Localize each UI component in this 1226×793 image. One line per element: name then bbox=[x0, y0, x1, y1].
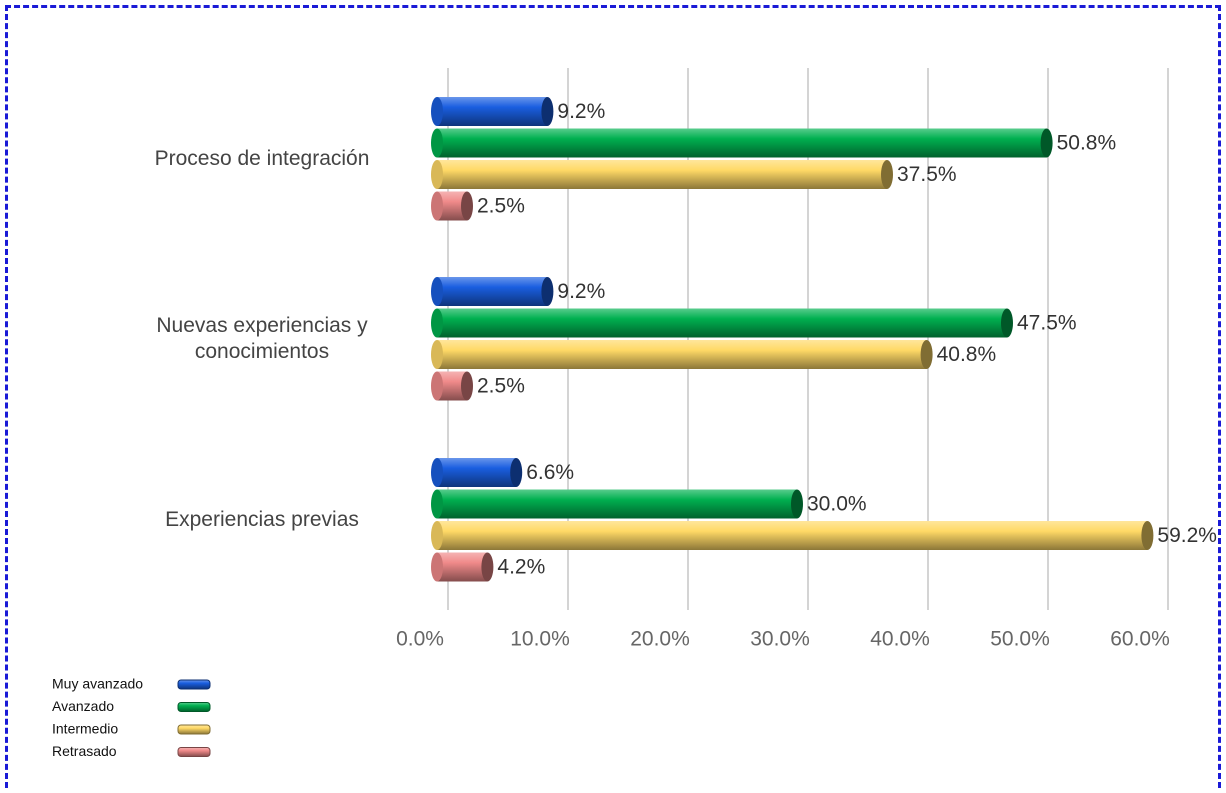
category-label: Nuevas experiencias y conocimientos bbox=[156, 314, 368, 363]
value-label: 2.5% bbox=[477, 375, 525, 398]
bar-start bbox=[431, 97, 443, 126]
bar-body bbox=[437, 128, 1047, 158]
bar-start bbox=[431, 521, 443, 550]
bar-body bbox=[437, 160, 887, 189]
bar-start bbox=[431, 308, 443, 338]
legend-label: Muy avanzado bbox=[52, 676, 143, 692]
x-tick-label: 50.0% bbox=[990, 628, 1050, 651]
value-label: 30.0% bbox=[807, 493, 867, 516]
bar-start bbox=[431, 458, 443, 487]
value-label: 40.8% bbox=[937, 343, 997, 366]
x-tick-label: 20.0% bbox=[630, 628, 690, 651]
bar-cap bbox=[461, 371, 473, 401]
legend-label: Avanzado bbox=[52, 698, 114, 714]
bar-body bbox=[437, 277, 548, 306]
value-label: 59.2% bbox=[1157, 524, 1217, 547]
bar-cap bbox=[541, 97, 554, 126]
bar-cap bbox=[541, 277, 554, 306]
frame bbox=[5, 5, 1221, 788]
bar bbox=[431, 489, 803, 519]
legend-swatch bbox=[177, 679, 211, 690]
bar-cap bbox=[791, 489, 803, 519]
bar bbox=[431, 308, 1013, 338]
bar bbox=[431, 191, 473, 221]
bar-start bbox=[431, 552, 443, 582]
bar-start bbox=[431, 371, 443, 401]
x-tick-label: 60.0% bbox=[1110, 628, 1170, 651]
value-label: 2.5% bbox=[477, 195, 525, 218]
bar-cap bbox=[1040, 128, 1053, 158]
value-label: 9.2% bbox=[557, 280, 605, 303]
value-label: 50.8% bbox=[1057, 132, 1117, 155]
value-label: 37.5% bbox=[897, 163, 957, 186]
bar-start bbox=[431, 489, 443, 519]
bar-start bbox=[431, 160, 443, 189]
x-tick-label: 0.0% bbox=[396, 628, 444, 651]
bar-cap bbox=[461, 191, 473, 221]
value-label: 6.6% bbox=[526, 461, 574, 484]
value-label: 4.2% bbox=[497, 556, 545, 579]
bar-start bbox=[431, 277, 443, 306]
legend-swatch bbox=[177, 724, 211, 735]
category-label: Experiencias previas bbox=[165, 508, 359, 531]
category-label: Proceso de integración bbox=[154, 147, 370, 170]
bar bbox=[431, 371, 473, 401]
x-tick-label: 40.0% bbox=[870, 628, 930, 651]
bar-body bbox=[437, 308, 1007, 338]
bar-cap bbox=[1001, 308, 1013, 338]
bar-start bbox=[431, 191, 443, 221]
bar-body bbox=[437, 97, 548, 126]
bar bbox=[431, 340, 933, 369]
bar bbox=[431, 97, 554, 126]
bar bbox=[431, 277, 554, 306]
bar-start bbox=[431, 128, 443, 158]
bar bbox=[431, 160, 893, 189]
bar-cap bbox=[481, 552, 494, 582]
bar-body bbox=[437, 552, 488, 582]
legend-swatch bbox=[177, 702, 211, 712]
legend-label: Intermedio bbox=[52, 721, 118, 737]
bar-body bbox=[437, 489, 797, 519]
bar-cap bbox=[881, 160, 893, 189]
x-tick-label: 10.0% bbox=[510, 628, 570, 651]
value-label: 9.2% bbox=[557, 100, 605, 123]
bar-start bbox=[431, 340, 443, 369]
legend-label: Retrasado bbox=[52, 743, 117, 759]
bar-body bbox=[437, 458, 517, 487]
bar-body bbox=[437, 521, 1148, 550]
bar-cap bbox=[1141, 521, 1154, 550]
bar bbox=[431, 128, 1053, 158]
bar bbox=[431, 521, 1154, 550]
bar bbox=[431, 552, 494, 582]
bar-cap bbox=[510, 458, 523, 487]
value-label: 47.5% bbox=[1017, 312, 1077, 335]
x-tick-label: 30.0% bbox=[750, 628, 810, 651]
legend-swatch bbox=[177, 747, 211, 757]
bar-cap bbox=[920, 340, 933, 369]
bar bbox=[431, 458, 523, 487]
bar-body bbox=[437, 340, 927, 369]
